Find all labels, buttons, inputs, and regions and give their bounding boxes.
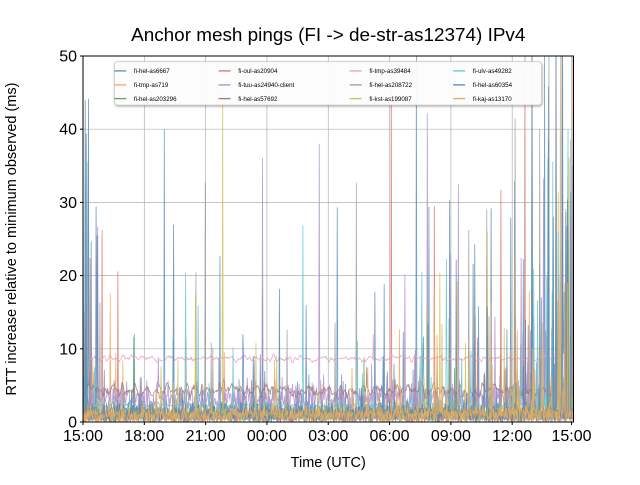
svg-text:Time (UTC): Time (UTC) (291, 455, 366, 471)
svg-text:10: 10 (59, 341, 77, 358)
svg-text:21:00: 21:00 (186, 428, 226, 445)
svg-text:fi-hel-as208722: fi-hel-as208722 (369, 82, 412, 89)
svg-text:30: 30 (59, 195, 77, 212)
svg-text:15:00: 15:00 (551, 428, 591, 445)
svg-text:fi-oul-as20904: fi-oul-as20904 (238, 68, 278, 75)
svg-text:18:00: 18:00 (124, 428, 164, 445)
svg-text:RTT increase relative to minim: RTT increase relative to minimum observe… (4, 83, 20, 396)
svg-text:fi-kaj-as13170: fi-kaj-as13170 (473, 96, 512, 103)
svg-text:Anchor mesh pings (FI -> de-st: Anchor mesh pings (FI -> de-str-as12374)… (131, 25, 525, 46)
svg-text:15:00: 15:00 (63, 428, 103, 445)
svg-text:fi-hel-as57692: fi-hel-as57692 (238, 96, 278, 103)
svg-text:fi-hel-as6667: fi-hel-as6667 (134, 68, 170, 75)
svg-text:12:00: 12:00 (492, 428, 532, 445)
svg-text:fi-tuu-as24940-client: fi-tuu-as24940-client (238, 82, 294, 89)
svg-text:fi-tmp-as719: fi-tmp-as719 (134, 82, 169, 89)
svg-text:03:00: 03:00 (308, 428, 348, 445)
svg-text:fi-kst-as199087: fi-kst-as199087 (369, 96, 412, 103)
svg-text:40: 40 (59, 122, 77, 139)
svg-text:06:00: 06:00 (370, 428, 410, 445)
svg-text:fi-tmp-as39484: fi-tmp-as39484 (369, 68, 411, 75)
svg-text:50: 50 (59, 49, 77, 66)
svg-text:fi-ulv-as49282: fi-ulv-as49282 (473, 68, 512, 75)
svg-text:fi-hel-as203296: fi-hel-as203296 (134, 96, 177, 103)
svg-text:fi-hel-as60354: fi-hel-as60354 (473, 82, 513, 89)
svg-text:09:00: 09:00 (431, 428, 471, 445)
svg-text:00:00: 00:00 (247, 428, 287, 445)
svg-text:20: 20 (59, 268, 77, 285)
